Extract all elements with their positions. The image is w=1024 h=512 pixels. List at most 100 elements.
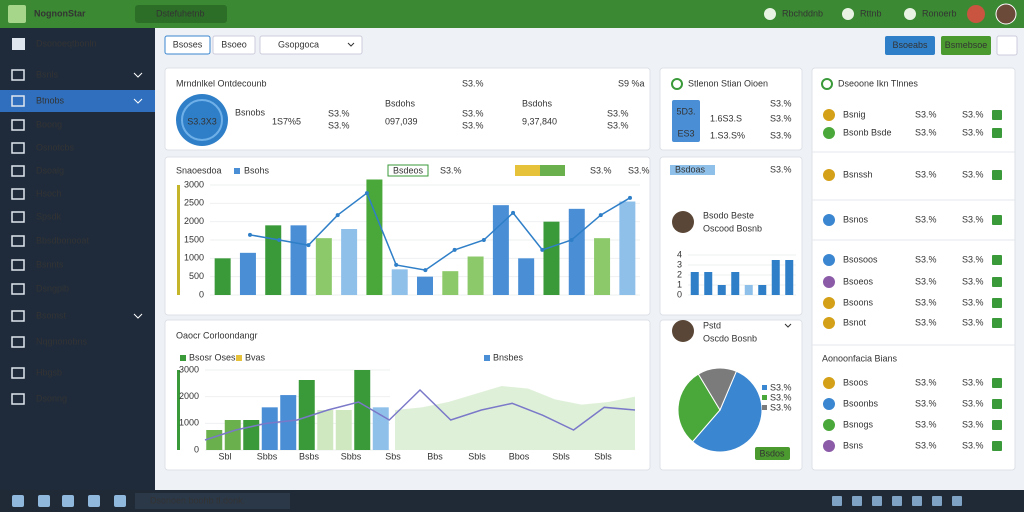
- button-label: Bsoeabs: [892, 40, 928, 50]
- donut-inner: [181, 99, 223, 141]
- pill-value: S3.%: [628, 165, 650, 175]
- x-tick-label: Sbl: [218, 451, 231, 461]
- tab[interactable]: [164, 35, 211, 55]
- chevron: [784, 323, 792, 328]
- row-icon: [823, 127, 835, 139]
- menu-item[interactable]: Bsnnts: [36, 259, 64, 269]
- donut: [176, 94, 228, 146]
- taskbar-icon[interactable]: [114, 495, 126, 507]
- row-value: S3.%: [915, 419, 937, 429]
- bar: [758, 285, 767, 295]
- menu-item[interactable]: Dsonng: [36, 393, 67, 403]
- selector[interactable]: [135, 5, 227, 23]
- bar: [771, 260, 780, 295]
- bar: [206, 430, 223, 450]
- row-check[interactable]: [992, 298, 1002, 308]
- row-check[interactable]: [992, 170, 1002, 180]
- row-value: S3.%: [915, 276, 937, 286]
- menu-icon: [11, 188, 25, 200]
- top-link[interactable]: Rbchddnb: [782, 8, 823, 18]
- menu-item[interactable]: Boong: [36, 119, 62, 129]
- menu-item[interactable]: Bbsdbonooat: [36, 235, 90, 245]
- menu-item[interactable]: Osnotcbs: [36, 142, 75, 152]
- taskbar-icon[interactable]: [88, 495, 100, 507]
- row-value: S3.%: [962, 254, 984, 264]
- row-check[interactable]: [992, 277, 1002, 287]
- card-title: Snaoesdoa: [176, 165, 222, 175]
- selector-label: Dstefuhetnb: [156, 8, 205, 18]
- button[interactable]: [941, 36, 991, 55]
- menu-icon: [11, 119, 25, 131]
- row-check[interactable]: [992, 110, 1002, 120]
- accent-bar: [177, 185, 180, 295]
- tray-icon: [952, 496, 962, 506]
- bar: [317, 410, 334, 450]
- active-item: [0, 90, 155, 112]
- legend-swatch: [762, 385, 767, 390]
- legend-swatch: [236, 355, 242, 361]
- row-name: Bsonb Bsde: [843, 127, 892, 137]
- button[interactable]: [885, 36, 935, 55]
- menu-icon: [11, 283, 25, 295]
- row-icon: [823, 254, 835, 266]
- brand: NognonStar: [34, 8, 86, 18]
- sidebar-icon: [12, 38, 25, 50]
- bar: [442, 271, 459, 295]
- row-check[interactable]: [992, 441, 1002, 451]
- bar: [341, 229, 358, 295]
- bar: [619, 201, 636, 295]
- menu-item[interactable]: Bsomst: [36, 310, 67, 320]
- menu-icon: [11, 165, 25, 177]
- search-box[interactable]: [135, 493, 290, 509]
- y-tick-label: 3000: [184, 179, 204, 189]
- row-value: S3.%: [962, 377, 984, 387]
- team-value: S3.%: [770, 164, 792, 174]
- row-check[interactable]: [992, 378, 1002, 388]
- top-link[interactable]: Ronoerb: [922, 8, 957, 18]
- y-tick-label: 2500: [184, 198, 204, 208]
- row-check[interactable]: [992, 255, 1002, 265]
- menu-item[interactable]: Bsnls: [36, 69, 59, 79]
- title-icon: [821, 78, 833, 90]
- tray-icon: [912, 496, 922, 506]
- stat-value: 097,039: [385, 116, 418, 126]
- taskbar-icon[interactable]: [38, 495, 50, 507]
- row-name: Bsnssh: [843, 169, 873, 179]
- row-check[interactable]: [992, 318, 1002, 328]
- pill-value: S3.%: [590, 165, 612, 175]
- top-link[interactable]: Rttnb: [860, 8, 882, 18]
- menu-item[interactable]: Hbgsb: [36, 367, 62, 377]
- dropdown[interactable]: [670, 165, 715, 175]
- tab[interactable]: [212, 35, 256, 55]
- trend-dot: [394, 262, 399, 267]
- trend-dot: [364, 191, 369, 196]
- link-icon: [764, 8, 776, 20]
- row-value: S3.%: [915, 109, 937, 119]
- menu-icon: [11, 336, 25, 348]
- chevron: [133, 72, 143, 78]
- button[interactable]: [996, 35, 1018, 56]
- legend-label: Bsohs: [244, 165, 270, 175]
- row-check[interactable]: [992, 215, 1002, 225]
- row-value: S3.%: [962, 297, 984, 307]
- row-icon: [823, 297, 835, 309]
- menu-item[interactable]: Spsdk: [36, 211, 62, 221]
- row-value: S3.%: [962, 109, 984, 119]
- trend-dot: [277, 238, 282, 242]
- row-check[interactable]: [992, 420, 1002, 430]
- taskbar-icon[interactable]: [62, 495, 74, 507]
- button[interactable]: [755, 447, 790, 460]
- dropdown[interactable]: [259, 35, 363, 55]
- row-check[interactable]: [992, 399, 1002, 409]
- row-check[interactable]: [992, 128, 1002, 138]
- chevron: [133, 313, 143, 319]
- menu-item[interactable]: Dsoalg: [36, 165, 64, 175]
- menu-item[interactable]: Btnobs: [36, 95, 65, 105]
- y-tick-label: 1000: [184, 253, 204, 263]
- menu-item[interactable]: Dsngpib: [36, 283, 69, 293]
- bar: [290, 225, 307, 295]
- taskbar-icon[interactable]: [12, 495, 24, 507]
- menu-item[interactable]: Nqgnonobns: [36, 336, 88, 346]
- row-name: Bsoons: [843, 297, 874, 307]
- menu-item[interactable]: Hsoch: [36, 188, 62, 198]
